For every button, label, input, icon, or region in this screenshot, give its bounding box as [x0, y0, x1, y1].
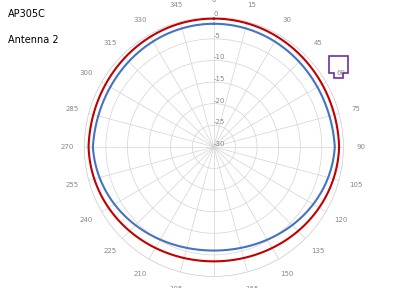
Text: Antenna 2: Antenna 2: [8, 35, 59, 45]
Text: AP305C: AP305C: [8, 9, 46, 19]
Legend: 2.5 GHz, 5 GHz: 2.5 GHz, 5 GHz: [163, 0, 265, 3]
